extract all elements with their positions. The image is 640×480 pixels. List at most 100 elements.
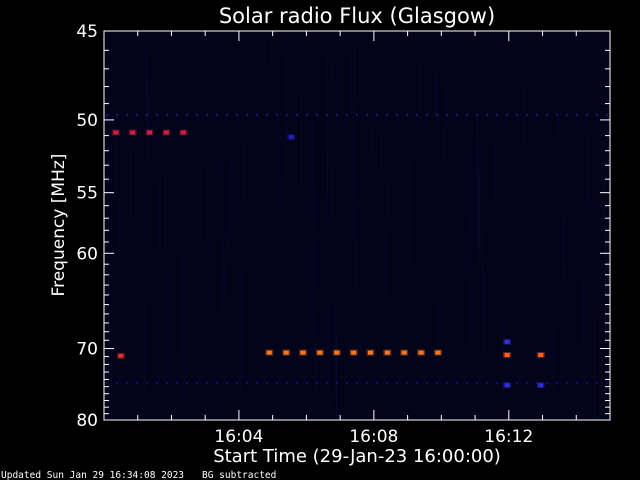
burst-spot — [113, 130, 119, 135]
texture-streak — [165, 169, 167, 304]
y-axis-label: Frequency [MHz] — [49, 154, 69, 297]
y-tick-label: 80 — [76, 411, 98, 431]
texture-streak — [107, 143, 109, 234]
texture-streak — [371, 129, 372, 152]
burst-spot — [368, 350, 373, 355]
texture-streak — [331, 59, 333, 85]
texture-streak — [557, 113, 559, 137]
burst-spot — [180, 130, 186, 135]
burst-spot — [130, 130, 136, 135]
texture-streak — [108, 266, 110, 341]
texture-streak — [446, 83, 448, 128]
background-lines — [106, 114, 608, 385]
chart-title: Solar radio Flux (Glasgow) — [219, 4, 495, 28]
texture-streak — [351, 50, 353, 114]
texture-streak — [477, 114, 478, 249]
texture-streak — [184, 317, 186, 412]
texture-streak — [221, 261, 223, 318]
x-tick-label: 16:12 — [484, 427, 533, 447]
y-tick-label: 60 — [76, 244, 98, 264]
texture-streak — [524, 293, 526, 331]
texture-streak — [477, 136, 479, 268]
texture-streak — [285, 55, 287, 181]
texture-streak — [212, 153, 214, 256]
texture-streak — [118, 198, 120, 252]
texture-streak — [444, 118, 445, 159]
texture-streak — [334, 302, 336, 393]
texture-streak — [314, 185, 316, 291]
texture-streak — [312, 242, 314, 341]
updated-timestamp: Updated Sun Jan 29 16:34:08 2023 — [1, 470, 184, 480]
burst-spot — [384, 350, 390, 355]
bg-subtracted-note: BG subtracted — [202, 470, 276, 480]
texture-streak — [129, 323, 131, 420]
texture-streak — [559, 63, 561, 133]
x-tick-label: 16:08 — [349, 427, 398, 447]
texture-streak — [562, 195, 564, 266]
texture-streak — [552, 326, 554, 392]
texture-streak — [130, 145, 132, 222]
burst-spots — [111, 129, 545, 389]
texture-streak — [594, 319, 595, 420]
texture-streak — [271, 39, 273, 67]
x-axis-label: Start Time (29-Jan-23 16:00:00) — [213, 446, 501, 467]
texture-streak — [326, 54, 328, 192]
texture-streak — [227, 168, 229, 250]
x-axis-ticks: 16:04 16:08 16:12 — [137, 31, 577, 447]
texture-streak — [419, 57, 421, 127]
burst-spot — [351, 350, 357, 355]
texture-streak — [438, 301, 440, 350]
texture-streak — [384, 234, 386, 301]
burst-spot — [401, 350, 407, 355]
burst-spot — [288, 135, 294, 140]
texture-streak — [230, 156, 232, 238]
texture-streak — [336, 332, 337, 420]
texture-streak — [495, 140, 497, 203]
background-texture — [107, 37, 607, 420]
texture-streak — [222, 240, 224, 280]
texture-streak — [482, 230, 484, 317]
texture-streak — [341, 69, 343, 186]
texture-streak — [409, 156, 411, 268]
texture-streak — [240, 269, 242, 393]
texture-streak — [466, 229, 468, 283]
texture-streak — [470, 214, 472, 350]
burst-spot — [283, 350, 289, 355]
texture-streak — [483, 274, 485, 355]
texture-streak — [173, 82, 175, 103]
burst-spot — [435, 350, 441, 355]
texture-streak — [315, 309, 317, 398]
texture-streak — [144, 319, 146, 368]
texture-streak — [587, 132, 589, 205]
texture-streak — [332, 167, 334, 220]
texture-streak — [563, 217, 565, 285]
texture-streak — [387, 182, 389, 224]
burst-spot — [504, 353, 510, 357]
texture-streak — [589, 191, 591, 216]
burst-spot — [504, 383, 510, 388]
texture-streak — [479, 173, 481, 260]
texture-streak — [582, 280, 584, 351]
texture-streak — [220, 123, 222, 238]
texture-streak — [524, 86, 526, 148]
texture-streak — [159, 179, 161, 250]
texture-streak — [147, 81, 148, 160]
texture-streak — [182, 251, 184, 355]
texture-streak — [605, 236, 607, 275]
texture-streak — [147, 96, 149, 133]
texture-streak — [300, 88, 302, 188]
y-tick-label: 50 — [76, 111, 98, 131]
texture-streak — [551, 177, 553, 226]
burst-spot — [538, 383, 544, 388]
y-tick-label: 70 — [76, 340, 98, 360]
x-tick-label: 16:04 — [214, 427, 263, 447]
texture-streak — [145, 52, 147, 95]
texture-streak — [380, 133, 382, 173]
texture-streak — [328, 305, 330, 413]
texture-streak — [602, 169, 604, 218]
texture-streak — [356, 313, 358, 415]
burst-spot — [317, 350, 323, 355]
texture-streak — [436, 54, 438, 135]
burst-spot — [300, 350, 306, 355]
burst-spot — [538, 353, 544, 357]
